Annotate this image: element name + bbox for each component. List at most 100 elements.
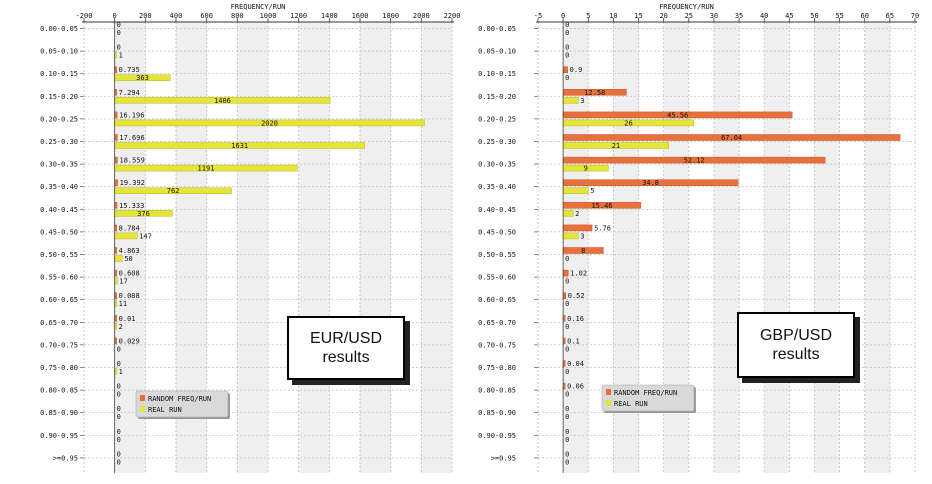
eur-real-value-label: 0: [117, 458, 121, 466]
gbp-category-label: 0.50-0.55: [478, 251, 516, 259]
gbp-category-label: 0.45-0.50: [478, 228, 516, 236]
gbp-real-value-label: 21: [612, 142, 620, 150]
eur-chart-title: FREQUENCY/RUN: [231, 3, 286, 11]
eur-real-value-label: 363: [136, 74, 149, 82]
gbp-real-value-label: 0: [565, 52, 569, 60]
gbp-category-label: >=0.95: [491, 454, 516, 462]
eur-category-label: 0.45-0.50: [40, 228, 78, 236]
gbp-category-label: 0.85-0.90: [478, 409, 516, 417]
eur-random-value-label: 15.333: [119, 202, 144, 210]
gbp-x-tick-label: 40: [760, 12, 768, 20]
eur-x-tick-label: 800: [231, 12, 244, 20]
eur-random-value-label: 0: [117, 383, 121, 391]
eur-real-value-label: 17: [119, 278, 127, 286]
eur-real-value-label: 1: [119, 368, 123, 376]
eur-grid-band: [298, 22, 330, 473]
gbp-random-value-label: 0: [565, 44, 569, 52]
gbp-category-label: 0.40-0.45: [478, 206, 516, 214]
gbp-real-value-label: 0: [565, 345, 569, 353]
gbp-grid-band: [814, 22, 840, 473]
gbp-x-tick-label: 50: [810, 12, 818, 20]
gbp-legend-real-swatch: [606, 400, 611, 406]
eur-category-label: 0.70-0.75: [40, 341, 78, 349]
eur-category-label: 0.25-0.30: [40, 138, 78, 146]
gbp-real-value-label: 0: [565, 278, 569, 286]
eur-category-label: 0.90-0.95: [40, 432, 78, 440]
gbp-grid-band: [764, 22, 790, 473]
eur-category-label: 0.35-0.40: [40, 183, 78, 191]
eur-x-tick-label: 1800: [382, 12, 399, 20]
gbp-random-value-label: 0.06: [567, 383, 584, 391]
gbp-real-bar: [562, 187, 589, 194]
gbp-category-label: 0.60-0.65: [478, 296, 516, 304]
eur-random-value-label: 0: [117, 21, 121, 29]
eur-random-value-label: 0.029: [119, 337, 140, 345]
eur-category-label: 0.20-0.25: [40, 115, 78, 123]
gbp-random-value-label: 0.16: [567, 315, 584, 323]
eur-random-value-label: 16.196: [119, 111, 144, 119]
eur-x-tick-label: -200: [76, 12, 93, 20]
eur-grid-band: [421, 22, 452, 473]
eur-legend-random-swatch: [140, 395, 145, 401]
eur-random-value-label: 0.735: [119, 66, 140, 74]
gbp-category-label: 0.55-0.60: [478, 274, 516, 282]
gbp-real-value-label: 0: [565, 458, 569, 466]
gbp-category-label: 0.25-0.30: [478, 138, 516, 146]
gbp-random-bar: [562, 224, 593, 232]
gbp-real-bar: [562, 97, 579, 104]
gbp-random-value-label: 0: [565, 450, 569, 458]
gbp-legend-box: [601, 384, 695, 412]
gbp-x-tick-label: 30: [710, 12, 718, 20]
gbp-random-value-label: 0: [565, 428, 569, 436]
eur-category-label: 0.05-0.10: [40, 48, 78, 56]
gbp-category-label: 0.05-0.10: [478, 48, 516, 56]
eur-real-value-label: 1406: [214, 97, 231, 105]
eur-x-tick-label: 2200: [444, 12, 461, 20]
eur-legend-random-label: RANDOM FREQ/RUN: [148, 395, 211, 403]
eur-legend-real-swatch: [140, 406, 145, 412]
eur-real-value-label: 0: [117, 391, 121, 399]
eur-category-label: >=0.95: [53, 454, 78, 462]
eur-grid-band: [237, 22, 268, 473]
gbp-real-value-label: 2: [575, 210, 579, 218]
eur-real-value-label: 11: [119, 300, 127, 308]
gbp-real-value-label: 9: [584, 165, 588, 173]
eur-x-tick-label: 1600: [352, 12, 369, 20]
eur-random-value-label: 0.01: [119, 315, 136, 323]
eur-legend-real-label: REAL RUN: [148, 406, 182, 414]
eur-real-value-label: 50: [124, 255, 132, 263]
gbp-category-label: 0.00-0.05: [478, 25, 516, 33]
eur-random-bar: [114, 179, 118, 186]
gbp-real-value-label: 5: [590, 187, 594, 195]
eur-real-value-label: 762: [167, 187, 180, 195]
eur-x-tick-label: 200: [139, 12, 152, 20]
eur-random-bar: [114, 156, 118, 164]
gbp-category-label: 0.30-0.35: [478, 161, 516, 169]
eur-real-bar: [114, 255, 123, 262]
gbp-random-value-label: 67.04: [721, 134, 742, 142]
eur-x-tick-label: 1400: [321, 12, 338, 20]
gbp-random-value-label: 1.02: [570, 270, 587, 278]
gbp-random-value-label: 12.58: [584, 89, 605, 97]
gbp-random-value-label: 0.04: [567, 360, 584, 368]
gbp-category-label: 0.10-0.15: [478, 70, 516, 78]
gbp-real-value-label: 0: [565, 300, 569, 308]
eur-category-label: 0.65-0.70: [40, 319, 78, 327]
eur-legend-box: [135, 390, 229, 418]
gbp-random-bar: [562, 66, 568, 73]
gbp-grid-band: [864, 22, 890, 473]
eur-x-tick-label: 600: [200, 12, 213, 20]
eur-real-value-label: 147: [139, 232, 152, 240]
gbp-real-value-label: 0: [565, 436, 569, 444]
gbp-x-tick-label: 35: [735, 12, 743, 20]
eur-grid-band: [360, 22, 391, 473]
gbp-real-value-label: 26: [624, 119, 632, 127]
eur-x-tick-label: 400: [170, 12, 183, 20]
eur-category-label: 0.55-0.60: [40, 274, 78, 282]
gbp-usd-callout-line2: results: [772, 346, 820, 363]
gbp-category-label: 0.65-0.70: [478, 319, 516, 327]
eur-real-value-label: 1: [119, 52, 123, 60]
eur-real-value-label: 0: [117, 413, 121, 421]
eur-random-value-label: 8.784: [119, 224, 140, 232]
